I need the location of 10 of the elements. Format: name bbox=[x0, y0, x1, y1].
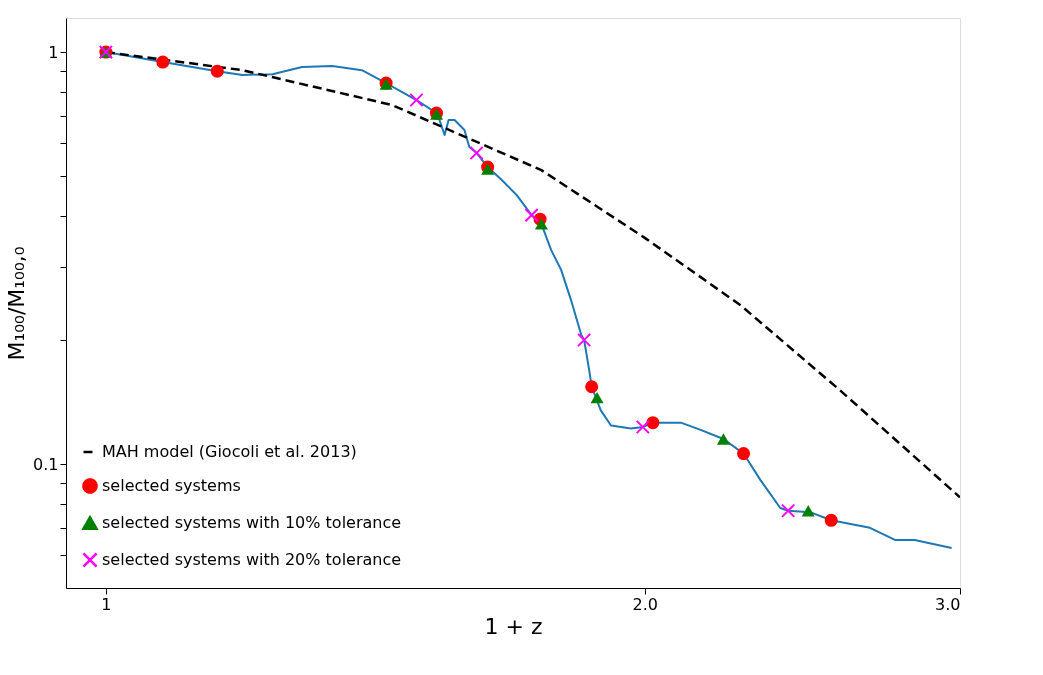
x-tick-label: 2.0 bbox=[632, 594, 658, 614]
y-tick-label: 0.1 bbox=[33, 454, 59, 474]
legend-label: selected systems with 10% tolerance bbox=[102, 513, 402, 532]
x-axis-title: 1 + z bbox=[484, 613, 543, 639]
x-tick-label: 1 bbox=[101, 594, 112, 614]
x-tick-label: 3.0 bbox=[935, 594, 961, 614]
y-axis-title: M₁₀₀/M₁₀₀,₀ bbox=[4, 246, 30, 361]
legend-label: MAH model (Giocoli et al. 2013) bbox=[102, 442, 357, 461]
legend-label: selected systems bbox=[102, 476, 241, 495]
legend-label: selected systems with 20% tolerance bbox=[102, 550, 402, 569]
